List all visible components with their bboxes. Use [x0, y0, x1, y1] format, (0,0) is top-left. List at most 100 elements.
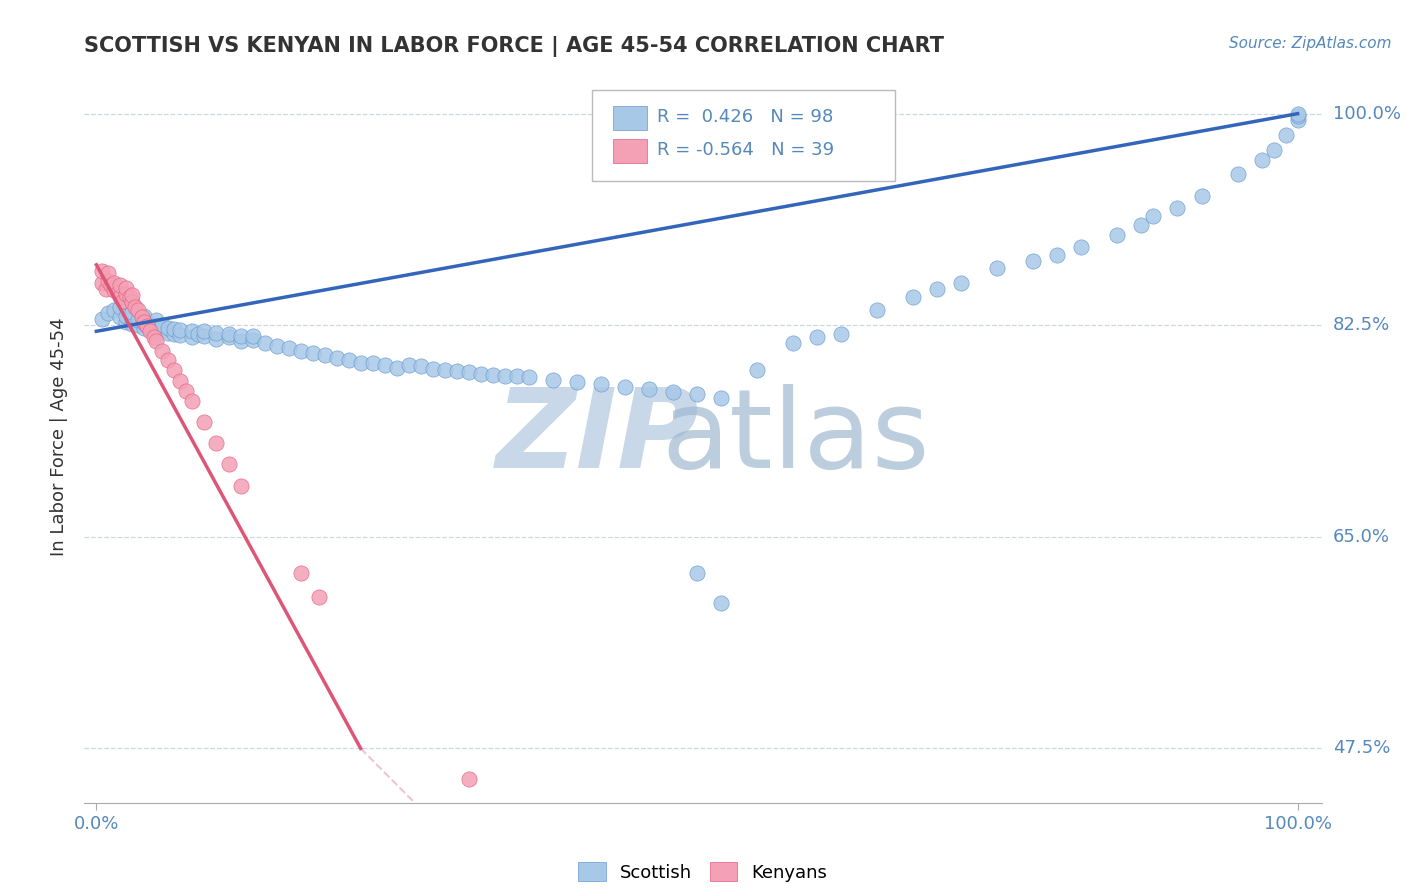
Point [1070, 240, 1092, 254]
Point [115, 309, 138, 323]
Point [457, 772, 479, 786]
Point [110, 278, 132, 293]
Point [145, 334, 167, 348]
Point [1107, 227, 1129, 242]
Text: 82.5%: 82.5% [1333, 317, 1391, 334]
Point [115, 286, 138, 301]
Point [127, 318, 149, 333]
Point [229, 334, 252, 348]
Point [143, 330, 166, 344]
Text: Source: ZipAtlas.com: Source: ZipAtlas.com [1229, 36, 1392, 51]
Point [589, 377, 612, 392]
Point [806, 330, 828, 344]
Point [398, 358, 420, 372]
Point [91, 276, 114, 290]
Point [134, 315, 156, 329]
Point [446, 364, 468, 378]
Point [337, 353, 360, 368]
Point [94, 282, 117, 296]
Point [350, 356, 373, 370]
Point [145, 313, 167, 327]
Point [830, 326, 852, 341]
Point [565, 375, 588, 389]
Point [506, 369, 529, 384]
Point [229, 479, 252, 493]
Point [374, 358, 396, 372]
Point [903, 290, 925, 304]
Text: SCOTTISH VS KENYAN IN LABOR FORCE | AGE 45-54 CORRELATION CHART: SCOTTISH VS KENYAN IN LABOR FORCE | AGE … [84, 36, 945, 57]
Point [181, 324, 204, 338]
Point [134, 309, 156, 323]
Point [613, 380, 636, 394]
Point [205, 435, 228, 450]
Point [110, 310, 132, 324]
Point [127, 302, 149, 317]
Point [121, 288, 143, 302]
Point [1191, 189, 1213, 203]
Point [218, 326, 240, 341]
Point [638, 382, 661, 396]
Point [169, 374, 191, 388]
Point [163, 363, 186, 377]
Point [193, 324, 215, 338]
Point [710, 596, 733, 610]
Point [181, 330, 204, 344]
Point [169, 327, 191, 342]
Point [134, 316, 156, 330]
Point [218, 330, 240, 344]
Text: atlas: atlas [662, 384, 929, 491]
Point [91, 312, 114, 326]
Legend: Scottish, Kenyans: Scottish, Kenyans [571, 855, 835, 888]
Point [121, 305, 143, 319]
Point [218, 457, 240, 471]
Text: R = -0.564   N = 39: R = -0.564 N = 39 [657, 141, 834, 160]
Point [97, 306, 120, 320]
Point [301, 346, 323, 360]
Point [187, 326, 209, 341]
Text: 47.5%: 47.5% [1333, 739, 1391, 757]
Point [1022, 254, 1045, 268]
Point [169, 323, 191, 337]
Point [100, 278, 122, 293]
Point [1166, 201, 1188, 215]
Point [986, 261, 1008, 276]
Point [1263, 143, 1285, 157]
Point [103, 276, 125, 290]
Point [314, 349, 336, 363]
Point [782, 336, 804, 351]
Point [927, 282, 949, 296]
Point [205, 326, 228, 340]
FancyBboxPatch shape [613, 139, 647, 162]
Point [163, 326, 186, 341]
Point [193, 415, 215, 429]
Point [121, 317, 143, 331]
Point [107, 285, 129, 300]
Point [181, 394, 204, 409]
Point [1130, 218, 1153, 232]
Point [193, 329, 215, 343]
Point [157, 353, 180, 368]
Point [481, 368, 503, 382]
FancyBboxPatch shape [613, 106, 647, 130]
Point [1046, 248, 1069, 262]
Point [110, 290, 132, 304]
Text: R =  0.426   N = 98: R = 0.426 N = 98 [657, 108, 834, 126]
Point [242, 329, 264, 343]
Point [134, 320, 156, 334]
Point [103, 302, 125, 317]
Point [139, 322, 162, 336]
Point [1286, 112, 1309, 127]
Point [266, 339, 288, 353]
FancyBboxPatch shape [592, 90, 894, 181]
Point [385, 360, 408, 375]
Point [422, 361, 444, 376]
Point [290, 566, 312, 580]
Point [157, 326, 180, 340]
Point [686, 387, 709, 401]
Point [135, 319, 157, 334]
Point [127, 313, 149, 327]
Point [97, 273, 120, 287]
Point [1226, 167, 1249, 181]
Point [111, 294, 134, 309]
Point [229, 329, 252, 343]
